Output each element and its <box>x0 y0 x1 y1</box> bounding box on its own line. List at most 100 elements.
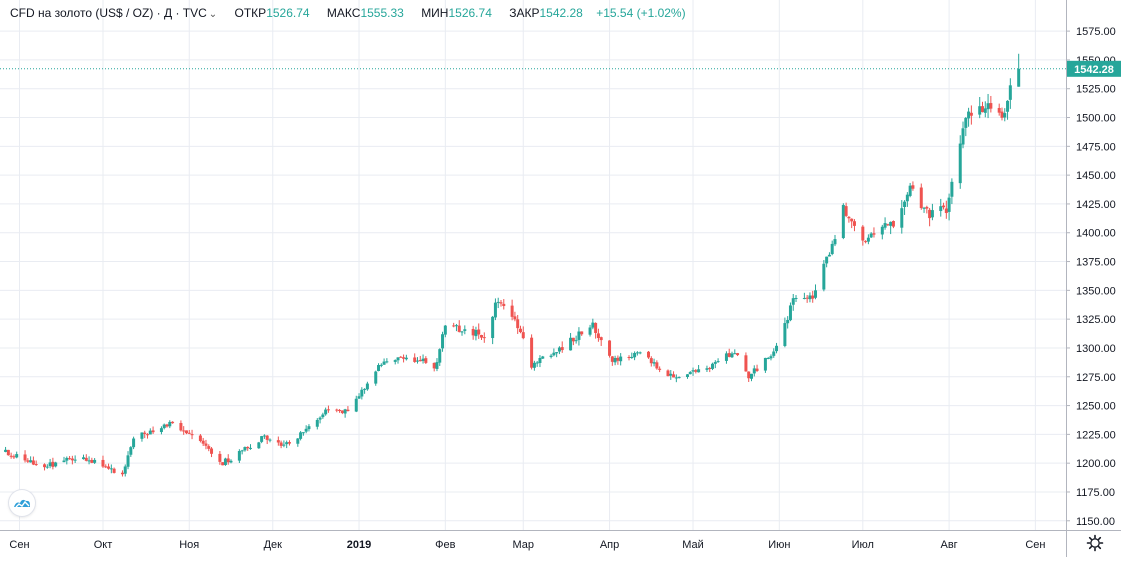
candle-down <box>727 353 731 357</box>
candle-down <box>886 224 890 226</box>
candle-up <box>711 363 715 369</box>
y-tick-label: 1200.00 <box>1076 458 1116 470</box>
y-tick-label: 1350.00 <box>1076 285 1116 297</box>
candle-up <box>652 362 656 364</box>
candle-up <box>1003 113 1007 118</box>
candle-up <box>908 185 912 196</box>
candle-down <box>919 187 923 209</box>
candle-down <box>418 360 422 362</box>
candle-down <box>477 329 481 335</box>
candle-up <box>301 432 305 434</box>
candle-down <box>184 430 188 434</box>
candle-up <box>382 361 386 365</box>
candle-up <box>619 356 623 362</box>
x-tick-label: Май <box>682 539 704 551</box>
candle-down <box>207 446 211 449</box>
candle-down <box>981 106 985 113</box>
candle-down <box>747 371 751 379</box>
candle-up <box>866 237 870 242</box>
candle-up <box>569 337 573 351</box>
x-tick-label: Дек <box>264 539 283 551</box>
candle-up <box>791 298 795 305</box>
candle-down <box>502 303 506 307</box>
symbol-title[interactable]: CFD на золото (US$ / OZ) · Д · TVC <box>10 6 207 20</box>
candle-up <box>268 439 272 441</box>
candle-down <box>744 355 748 372</box>
candle-up <box>443 325 447 335</box>
candle-up <box>833 239 837 245</box>
candle-down <box>850 218 854 222</box>
candle-up <box>775 345 779 352</box>
candle-up <box>961 128 965 145</box>
candle-up <box>827 254 831 257</box>
candle-down <box>402 357 406 359</box>
candle-down <box>861 226 865 241</box>
candle-up <box>365 383 369 390</box>
candle-up <box>786 319 790 324</box>
x-tick-label: Мар <box>512 539 534 551</box>
candle-up <box>237 451 241 461</box>
y-tick-label: 1400.00 <box>1076 228 1116 240</box>
candle-up <box>435 362 439 369</box>
candle-up <box>538 358 542 363</box>
candle-down <box>844 206 848 216</box>
x-tick-label: Фев <box>435 539 455 551</box>
candle-up <box>168 421 172 427</box>
candle-down <box>198 435 202 441</box>
last-price-label: 1542.28 <box>1074 64 1114 76</box>
candle-up <box>822 263 826 290</box>
candle-up <box>880 226 884 235</box>
candle-up <box>557 347 561 352</box>
candle-up <box>304 428 308 432</box>
x-tick-label: Сен <box>1025 539 1045 551</box>
candle-down <box>26 460 30 462</box>
candle-up <box>324 409 328 415</box>
candle-up <box>248 447 252 449</box>
high-value: 1555.33 <box>360 6 404 20</box>
x-tick-label: Авг <box>941 539 958 551</box>
candle-up <box>830 243 834 255</box>
candle-up <box>688 372 692 375</box>
candle-up <box>1017 68 1021 87</box>
candle-up <box>159 428 163 433</box>
close-label: ЗАКР <box>509 6 540 20</box>
candle-down <box>143 432 147 434</box>
candle-up <box>549 355 553 357</box>
candle-up <box>223 458 227 465</box>
candle-up <box>260 436 264 442</box>
gear-icon[interactable] <box>1084 533 1106 553</box>
candle-up <box>299 432 303 439</box>
y-tick-label: 1575.00 <box>1076 26 1116 38</box>
candle-down <box>610 356 614 362</box>
candle-up <box>454 325 458 327</box>
candle-down <box>146 434 150 436</box>
y-tick-label: 1325.00 <box>1076 314 1116 326</box>
candle-down <box>112 468 116 473</box>
candle-up <box>788 305 792 321</box>
chevron-down-icon[interactable]: ⌄ <box>208 9 218 20</box>
candle-down <box>872 233 876 235</box>
candle-down <box>928 209 932 219</box>
candle-up <box>360 389 364 397</box>
candle-up <box>140 432 144 439</box>
candle-up <box>733 353 737 355</box>
candle-up <box>749 373 753 379</box>
y-tick-label: 1425.00 <box>1076 199 1116 211</box>
candle-up <box>45 466 49 468</box>
candle-up <box>1006 100 1010 112</box>
candle-down <box>594 322 598 333</box>
candle-down <box>672 374 676 378</box>
tradingview-logo-icon[interactable] <box>9 490 35 516</box>
candle-down <box>221 462 225 466</box>
candle-down <box>694 370 698 372</box>
candle-up <box>883 223 887 228</box>
y-tick-label: 1525.00 <box>1076 84 1116 96</box>
candle-down <box>482 337 486 339</box>
candle-down <box>171 421 175 424</box>
close-value: 1542.28 <box>539 6 583 20</box>
candle-up <box>48 462 52 467</box>
candle-up <box>343 409 347 414</box>
y-tick-label: 1150.00 <box>1076 516 1115 528</box>
